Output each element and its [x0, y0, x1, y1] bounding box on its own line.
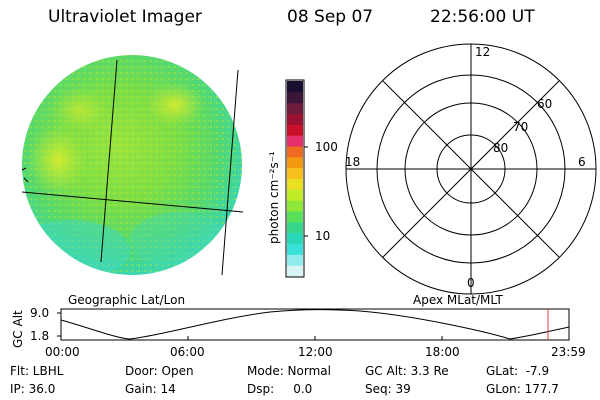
altitude-ytick-min: 1.8: [30, 329, 50, 343]
colorbar-band: [287, 91, 303, 104]
status-dsp: Dsp: 0.0: [247, 382, 313, 396]
colorbar: [285, 79, 308, 278]
date-label: 08 Sep 07: [287, 7, 374, 27]
colorbar-band: [287, 124, 303, 136]
mlat-label-60: 60: [537, 97, 553, 111]
colorbar-band: [287, 211, 303, 223]
mlat-label-70: 70: [513, 120, 529, 134]
altitude-ylabel: GC Alt: [11, 310, 25, 348]
colorbar-band: [287, 113, 303, 125]
time-label: 22:56:00 UT: [430, 7, 535, 27]
altitude-xtick-2359: 23:59: [551, 345, 586, 359]
colorbar-band: [287, 200, 303, 212]
mlt-label-12: 12: [475, 45, 491, 59]
colorbar-band: [287, 146, 303, 158]
mlt-label-18: 18: [345, 155, 361, 169]
mlt-label-0: 0: [467, 276, 475, 290]
colorbar-band: [287, 221, 303, 234]
apex-caption: Apex MLat/MLT: [413, 293, 503, 307]
colorbar-band: [287, 254, 303, 266]
status-gain: Gain: 14: [125, 382, 176, 396]
colorbar-band: [287, 265, 303, 277]
status-mode: Mode: Normal: [247, 364, 331, 378]
status-seq: Seq: 39: [365, 382, 411, 396]
status-filter: Flt: LBHL: [10, 364, 64, 378]
status-glat: GLat: -7.9: [486, 364, 550, 378]
altitude-xtick-1800: 18:00: [425, 345, 460, 359]
instrument-title: Ultraviolet Imager: [48, 7, 202, 27]
status-glon: GLon: 177.7: [486, 382, 559, 396]
colorbar-band: [287, 102, 303, 114]
altitude-ytick-max: 9.0: [30, 306, 50, 320]
mlt-label-6: 6: [578, 155, 586, 169]
altitude-xtick-1200: 12:00: [298, 345, 333, 359]
colorbar-band: [287, 156, 303, 169]
colorbar-band: [287, 167, 303, 179]
altitude-xtick-0000: 00:00: [45, 345, 80, 359]
uv-image-disk: [21, 55, 244, 276]
mlat-label-80: 80: [493, 141, 509, 155]
status-door: Door: Open: [125, 364, 194, 378]
colorbar-band: [287, 178, 303, 190]
colorbar-unit-label: photon cm⁻²s⁻¹: [267, 151, 281, 244]
colorbar-band: [287, 189, 303, 201]
colorbar-band: [287, 232, 303, 244]
colorbar-band: [287, 81, 303, 93]
altitude-plot: [57, 308, 570, 341]
status-ip: IP: 36.0: [10, 382, 56, 396]
colorbar-band: [287, 243, 303, 255]
colorbar-band: [287, 135, 303, 147]
colorbar-tick-100: 100: [315, 140, 338, 154]
polar-grid: [345, 43, 597, 295]
altitude-xtick-0600: 06:00: [170, 345, 205, 359]
colorbar-tick-10: 10: [315, 229, 331, 243]
geographic-caption: Geographic Lat/Lon: [68, 293, 186, 307]
status-gc-alt: GC Alt: 3.3 Re: [365, 364, 449, 378]
